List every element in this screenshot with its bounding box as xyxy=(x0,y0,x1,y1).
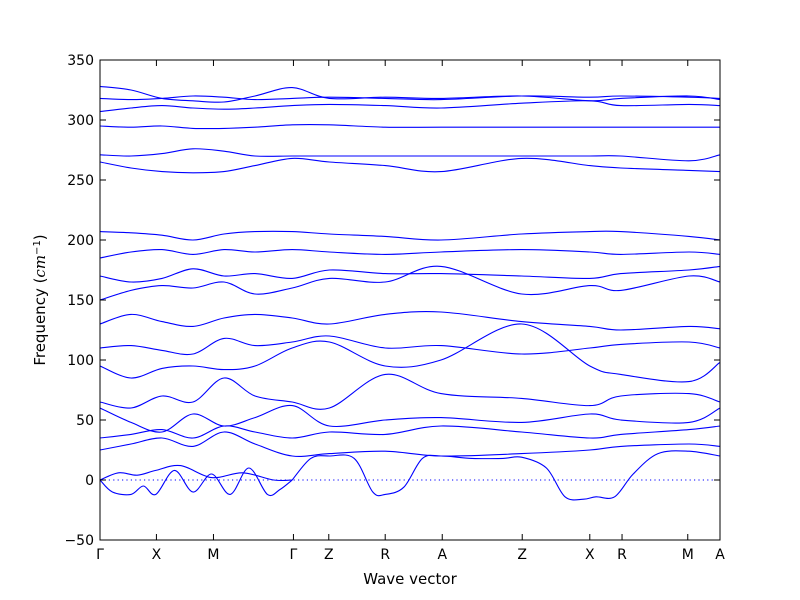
x-tick-label: X xyxy=(152,547,162,563)
y-tick-label: 100 xyxy=(67,353,94,369)
y-tick-label: 250 xyxy=(67,173,94,189)
y-tick-label: 0 xyxy=(85,473,94,489)
x-tick-label: R xyxy=(380,547,390,563)
band-line xyxy=(100,405,720,433)
band-line xyxy=(100,373,720,410)
band-line xyxy=(100,425,720,439)
band-line xyxy=(100,230,720,241)
band-line xyxy=(100,148,720,162)
x-tick-label: Z xyxy=(517,547,527,563)
y-tick-label: 300 xyxy=(67,113,94,129)
band-line xyxy=(100,95,720,101)
y-axis-label: Frequency (cm−1) xyxy=(31,234,49,365)
band-line xyxy=(100,100,720,113)
band-line xyxy=(100,467,293,497)
band-line xyxy=(100,265,720,283)
x-tick-label: A xyxy=(437,547,447,563)
band-line xyxy=(100,85,720,103)
band-line xyxy=(100,265,720,301)
x-axis-label: Wave vector xyxy=(363,570,457,588)
band-line xyxy=(100,323,720,383)
x-tick-label: M xyxy=(682,547,694,563)
band-lines xyxy=(100,85,720,501)
y-tick-label: 50 xyxy=(76,413,94,429)
band-line xyxy=(291,450,720,501)
y-tick-label: −50 xyxy=(64,533,94,549)
band-line xyxy=(100,464,293,482)
x-tick-label: M xyxy=(207,547,219,563)
y-tick-label: 350 xyxy=(67,53,94,69)
y-axis-ticks: −50 0 50 100 150 200 250 300 350 xyxy=(64,53,720,549)
band-line xyxy=(100,431,720,457)
x-tick-label: X xyxy=(585,547,595,563)
band-line xyxy=(100,311,720,331)
band-line xyxy=(100,157,720,174)
y-tick-label: 200 xyxy=(67,233,94,249)
x-tick-label: Γ xyxy=(290,547,298,563)
band-line xyxy=(100,248,720,259)
band-line xyxy=(100,123,720,130)
x-tick-label: A xyxy=(715,547,725,563)
x-tick-label: Z xyxy=(324,547,334,563)
x-tick-label: R xyxy=(617,547,627,563)
y-tick-label: 150 xyxy=(67,293,94,309)
x-tick-label: Γ xyxy=(96,547,104,563)
band-line xyxy=(100,335,720,356)
